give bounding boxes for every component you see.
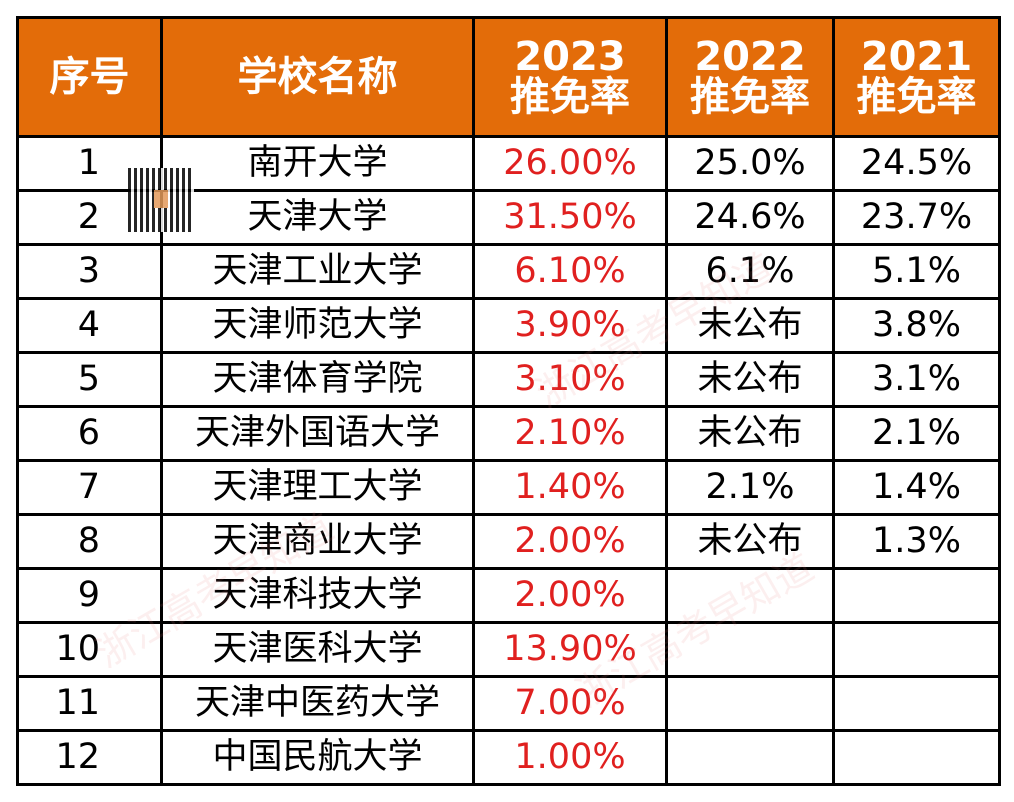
cell-rate-2022: 24.6% <box>665 189 835 246</box>
cell-rate-2023: 2.10% <box>472 405 668 462</box>
cell-school-name: 天津外国语大学 <box>160 405 475 462</box>
cell-rate-2021: 5.1% <box>832 243 1001 300</box>
cell-rate-2023: 13.90% <box>472 621 668 678</box>
cell-rate-2022: 2.1% <box>665 459 835 516</box>
table-row: 12 中国民航大学 1.00% <box>16 729 1001 786</box>
cell-rate-2021 <box>832 729 1001 786</box>
cell-index: 8 <box>16 513 163 570</box>
table-row: 4 天津师范大学 3.90% 未公布 3.8% <box>16 297 1001 354</box>
cell-rate-2021 <box>832 621 1001 678</box>
table-row: 9 天津科技大学 2.00% <box>16 567 1001 624</box>
cell-school-name: 天津师范大学 <box>160 297 475 354</box>
cell-rate-2022: 未公布 <box>665 297 835 354</box>
header-2022-label: 推免率 <box>690 74 810 120</box>
cell-rate-2021: 3.8% <box>832 297 1001 354</box>
cell-school-name: 天津工业大学 <box>160 243 475 300</box>
cell-rate-2022: 未公布 <box>665 405 835 462</box>
cell-rate-2022: 25.0% <box>665 135 835 192</box>
cell-index: 10 <box>16 621 163 678</box>
cell-rate-2021: 1.3% <box>832 513 1001 570</box>
header-2021: 2021 推免率 <box>832 16 1001 138</box>
cell-index: 9 <box>16 567 163 624</box>
cell-rate-2023: 2.00% <box>472 567 668 624</box>
table-row: 10 天津医科大学 13.90% <box>16 621 1001 678</box>
cell-school-name: 天津医科大学 <box>160 621 475 678</box>
cell-rate-2023: 1.00% <box>472 729 668 786</box>
table-row: 6 天津外国语大学 2.10% 未公布 2.1% <box>16 405 1001 462</box>
cell-rate-2023: 6.10% <box>472 243 668 300</box>
header-2023-label: 推免率 <box>510 74 630 120</box>
cell-rate-2022 <box>665 729 835 786</box>
cell-index: 5 <box>16 351 163 408</box>
cell-rate-2022 <box>665 621 835 678</box>
table-row: 5 天津体育学院 3.10% 未公布 3.1% <box>16 351 1001 408</box>
cell-rate-2021 <box>832 567 1001 624</box>
header-index: 序号 <box>16 16 163 138</box>
header-2021-year: 2021 <box>860 34 973 80</box>
table-row: 1 南开大学 26.00% 25.0% 24.5% <box>16 135 1001 192</box>
header-name: 学校名称 <box>160 16 475 138</box>
header-2023: 2023 推免率 <box>472 16 668 138</box>
table-row: 11 天津中医药大学 7.00% <box>16 675 1001 732</box>
cell-rate-2021: 3.1% <box>832 351 1001 408</box>
cell-rate-2023: 1.40% <box>472 459 668 516</box>
cell-school-name: 天津大学 <box>160 189 475 246</box>
table-row: 2 天津大学 31.50% 24.6% 23.7% <box>16 189 1001 246</box>
table-row: 8 天津商业大学 2.00% 未公布 1.3% <box>16 513 1001 570</box>
cell-rate-2023: 3.10% <box>472 351 668 408</box>
cell-rate-2021: 1.4% <box>832 459 1001 516</box>
cell-rate-2022: 6.1% <box>665 243 835 300</box>
cell-rate-2021: 23.7% <box>832 189 1001 246</box>
header-2022: 2022 推免率 <box>665 16 835 138</box>
header-2022-year: 2022 <box>694 34 806 80</box>
header-row: 序号 学校名称 2023 推免率 2022 推免率 2021 推免率 <box>16 16 1001 138</box>
cell-rate-2021: 2.1% <box>832 405 1001 462</box>
cell-school-name: 天津商业大学 <box>160 513 475 570</box>
cell-rate-2023: 26.00% <box>472 135 668 192</box>
cell-school-name: 天津理工大学 <box>160 459 475 516</box>
cell-school-name: 南开大学 <box>160 135 475 192</box>
cell-rate-2023: 7.00% <box>472 675 668 732</box>
cell-rate-2023: 2.00% <box>472 513 668 570</box>
header-2021-label: 推免率 <box>856 74 977 120</box>
cell-school-name: 天津体育学院 <box>160 351 475 408</box>
header-2023-year: 2023 <box>514 34 626 80</box>
cell-rate-2021 <box>832 675 1001 732</box>
cell-index: 3 <box>16 243 163 300</box>
cell-index: 7 <box>16 459 163 516</box>
cell-rate-2022 <box>665 675 835 732</box>
cell-index: 11 <box>16 675 163 732</box>
cell-rate-2022 <box>665 567 835 624</box>
cell-index: 6 <box>16 405 163 462</box>
cell-index: 4 <box>16 297 163 354</box>
cell-rate-2023: 3.90% <box>472 297 668 354</box>
cell-rate-2022: 未公布 <box>665 351 835 408</box>
table-row: 3 天津工业大学 6.10% 6.1% 5.1% <box>16 243 1001 300</box>
cell-rate-2021: 24.5% <box>832 135 1001 192</box>
cell-index: 12 <box>16 729 163 786</box>
table-row: 7 天津理工大学 1.40% 2.1% 1.4% <box>16 459 1001 516</box>
qr-code-image <box>128 168 194 232</box>
cell-school-name: 天津科技大学 <box>160 567 475 624</box>
cell-school-name: 中国民航大学 <box>160 729 475 786</box>
cell-rate-2023: 31.50% <box>472 189 668 246</box>
recommendation-rate-table: 序号 学校名称 2023 推免率 2022 推免率 2021 推免率 1 南开大学 26.… <box>16 16 1001 786</box>
cell-rate-2022: 未公布 <box>665 513 835 570</box>
cell-school-name: 天津中医药大学 <box>160 675 475 732</box>
